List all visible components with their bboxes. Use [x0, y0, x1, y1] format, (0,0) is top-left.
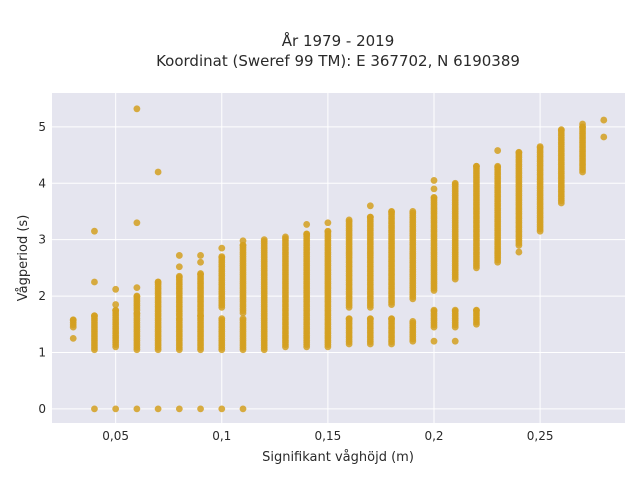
- data-point: [600, 116, 608, 124]
- data-point: [154, 278, 162, 286]
- data-point: [175, 263, 183, 271]
- data-point: [154, 405, 162, 413]
- y-tick-label: 2: [38, 289, 46, 303]
- data-point: [133, 292, 141, 300]
- x-tick-label: 0,1: [212, 429, 231, 443]
- data-point: [451, 306, 459, 314]
- data-point: [133, 105, 141, 113]
- data-point: [345, 216, 353, 224]
- x-tick-label: 0,2: [424, 429, 443, 443]
- data-point: [91, 278, 98, 286]
- data-point: [451, 337, 459, 345]
- data-point: [557, 126, 565, 134]
- data-point: [69, 334, 77, 342]
- data-point: [494, 147, 502, 154]
- data-point: [175, 252, 183, 259]
- data-point: [303, 221, 311, 228]
- data-point: [303, 230, 311, 238]
- data-point: [91, 312, 98, 320]
- data-point: [536, 143, 544, 150]
- data-point: [600, 133, 608, 141]
- data-point: [494, 162, 502, 170]
- data-point: [175, 272, 183, 280]
- data-point: [112, 405, 120, 413]
- grid: [52, 93, 625, 423]
- x-tick-label: 0,05: [102, 429, 129, 443]
- data-point: [451, 179, 459, 187]
- data-point: [473, 306, 480, 314]
- y-tick-label: 4: [38, 176, 46, 190]
- data-point: [175, 405, 183, 413]
- data-point: [430, 177, 438, 184]
- x-tick-label: 0,25: [527, 429, 554, 443]
- data-point: [345, 315, 353, 323]
- y-tick-label: 5: [38, 120, 46, 134]
- data-point: [197, 252, 204, 259]
- data-point: [473, 162, 480, 170]
- plot-area: [52, 93, 625, 423]
- x-tick-label: 0,15: [315, 429, 342, 443]
- data-point: [218, 244, 226, 252]
- data-point: [133, 405, 141, 413]
- y-tick-label: 1: [38, 345, 46, 359]
- data-point: [69, 316, 77, 324]
- data-point: [112, 285, 120, 293]
- x-axis-title: Signifikant våghöjd (m): [262, 450, 414, 465]
- data-point: [515, 248, 523, 256]
- data-point: [239, 237, 247, 245]
- data-point: [282, 233, 289, 241]
- data-point: [218, 405, 226, 413]
- data-point: [112, 306, 120, 314]
- data-point: [239, 405, 247, 413]
- data-point: [324, 227, 332, 235]
- data-point: [515, 148, 523, 156]
- data-point: [366, 213, 374, 221]
- data-point: [430, 193, 438, 201]
- y-axis-title: Vågperiod (s): [16, 215, 31, 302]
- chart-subtitle: Koordinat (Sweref 99 TM): E 367702, N 61…: [156, 52, 520, 70]
- data-point: [239, 315, 247, 323]
- data-point: [409, 318, 417, 325]
- data-point: [324, 219, 332, 227]
- data-point: [197, 270, 204, 277]
- tick-labels: 0,05 0,1 0,15 0,2 0,25 0 1 2 3 4 5: [38, 120, 553, 443]
- data-point: [197, 258, 204, 266]
- y-tick-label: 0: [38, 402, 46, 416]
- data-point: [133, 284, 141, 292]
- data-point: [388, 315, 395, 323]
- data-point: [91, 227, 98, 235]
- data-point: [430, 185, 438, 193]
- data-point: [388, 208, 395, 215]
- data-point: [91, 405, 98, 413]
- data-point: [430, 306, 438, 314]
- data-points: [69, 105, 608, 413]
- data-point: [409, 208, 417, 215]
- data-point: [218, 315, 226, 323]
- data-point: [133, 219, 141, 227]
- data-point: [579, 120, 586, 128]
- data-point: [197, 405, 204, 413]
- y-tick-label: 3: [38, 233, 46, 247]
- data-point: [366, 202, 374, 210]
- chart-title: År 1979 - 2019: [282, 31, 395, 50]
- data-point: [260, 236, 268, 244]
- data-point: [366, 315, 374, 323]
- data-point: [154, 168, 162, 176]
- data-point: [218, 253, 226, 260]
- data-point: [430, 337, 438, 345]
- data-point: [112, 301, 120, 308]
